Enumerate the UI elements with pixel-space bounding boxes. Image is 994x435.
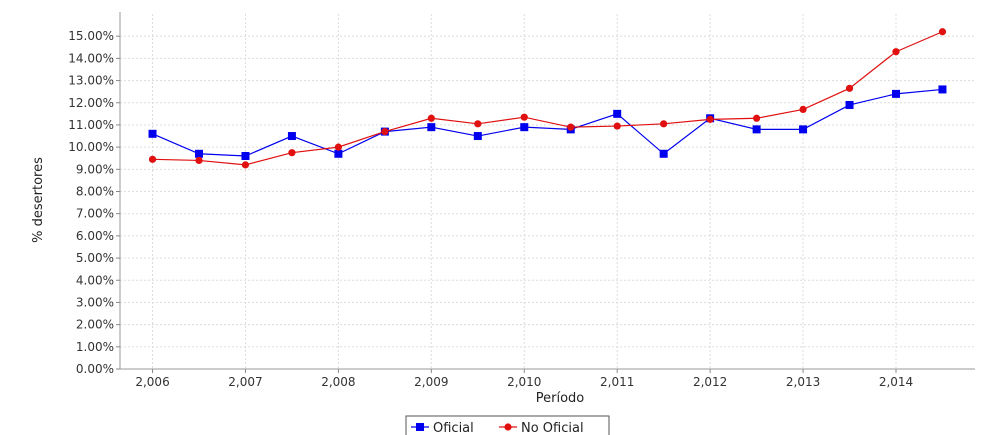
- x-tick-label: 2,014: [879, 375, 913, 389]
- data-point: [613, 122, 621, 130]
- y-tick-label: 11.00%: [68, 118, 114, 132]
- data-point: [706, 115, 714, 123]
- y-tick-label: 8.00%: [76, 185, 114, 199]
- data-point: [195, 156, 203, 165]
- data-point: [288, 149, 296, 157]
- data-point: [892, 89, 901, 98]
- data-point: [752, 125, 761, 134]
- data-point: [241, 161, 250, 169]
- y-tick-label: 5.00%: [76, 251, 114, 265]
- y-tick-label: 13.00%: [68, 74, 114, 88]
- data-point: [194, 149, 203, 158]
- data-point: [381, 127, 389, 136]
- data-point: [520, 123, 529, 132]
- data-point: [473, 132, 482, 141]
- data-point: [799, 105, 807, 114]
- data-point: [799, 125, 808, 134]
- data-point: [753, 114, 761, 122]
- data-point: [520, 113, 528, 121]
- legend: Oficial No Oficial: [405, 415, 610, 435]
- x-axis-title: Período: [536, 391, 585, 406]
- y-tick-label: 7.00%: [76, 207, 114, 221]
- data-point: [334, 143, 342, 151]
- data-point: [427, 123, 436, 132]
- series-line: [152, 88, 943, 157]
- data-point: [892, 48, 900, 56]
- y-tick-label: 9.00%: [76, 162, 114, 176]
- data-point: [845, 100, 854, 109]
- x-tick-label: 2,010: [507, 375, 541, 389]
- data-point: [660, 120, 668, 128]
- y-tick-label: 4.00%: [76, 273, 114, 287]
- data-point: [427, 114, 435, 122]
- x-tick-label: 2,012: [693, 375, 727, 389]
- data-point: [938, 28, 947, 36]
- x-tick-label: 2,011: [600, 375, 634, 389]
- x-tick-label: 2,006: [135, 375, 169, 389]
- y-tick-label: 15.00%: [68, 29, 114, 43]
- x-tick-label: 2,008: [321, 375, 355, 389]
- y-tick-label: 2.00%: [76, 318, 114, 332]
- data-point: [659, 149, 668, 158]
- y-tick-label: 12.00%: [68, 96, 114, 110]
- legend-label: Oficial: [433, 421, 474, 435]
- y-tick-label: 10.00%: [68, 140, 114, 154]
- series-no-oficial: [148, 28, 947, 169]
- y-axis-title: % desertores: [31, 157, 46, 243]
- data-point: [845, 84, 854, 92]
- y-tick-label: 1.00%: [76, 340, 114, 354]
- data-point: [148, 155, 157, 163]
- data-point: [613, 109, 622, 118]
- data-point: [938, 85, 947, 94]
- legend-label: No Oficial: [521, 421, 584, 435]
- x-tick-label: 2,007: [228, 375, 262, 389]
- legend-marker: [504, 423, 512, 431]
- x-tick-label: 2,009: [414, 375, 448, 389]
- data-point: [334, 149, 343, 158]
- data-point: [287, 132, 296, 141]
- y-tick-label: 6.00%: [76, 229, 114, 243]
- legend-marker: [416, 423, 424, 431]
- data-point: [148, 129, 157, 138]
- x-tick-label: 2,013: [786, 375, 820, 389]
- data-point: [474, 120, 482, 128]
- data-point: [567, 123, 575, 131]
- data-point: [241, 152, 250, 160]
- y-tick-label: 3.00%: [76, 295, 114, 309]
- y-tick-label: 0.00%: [76, 362, 114, 376]
- series-line: [152, 31, 943, 166]
- y-tick-label: 14.00%: [68, 51, 114, 65]
